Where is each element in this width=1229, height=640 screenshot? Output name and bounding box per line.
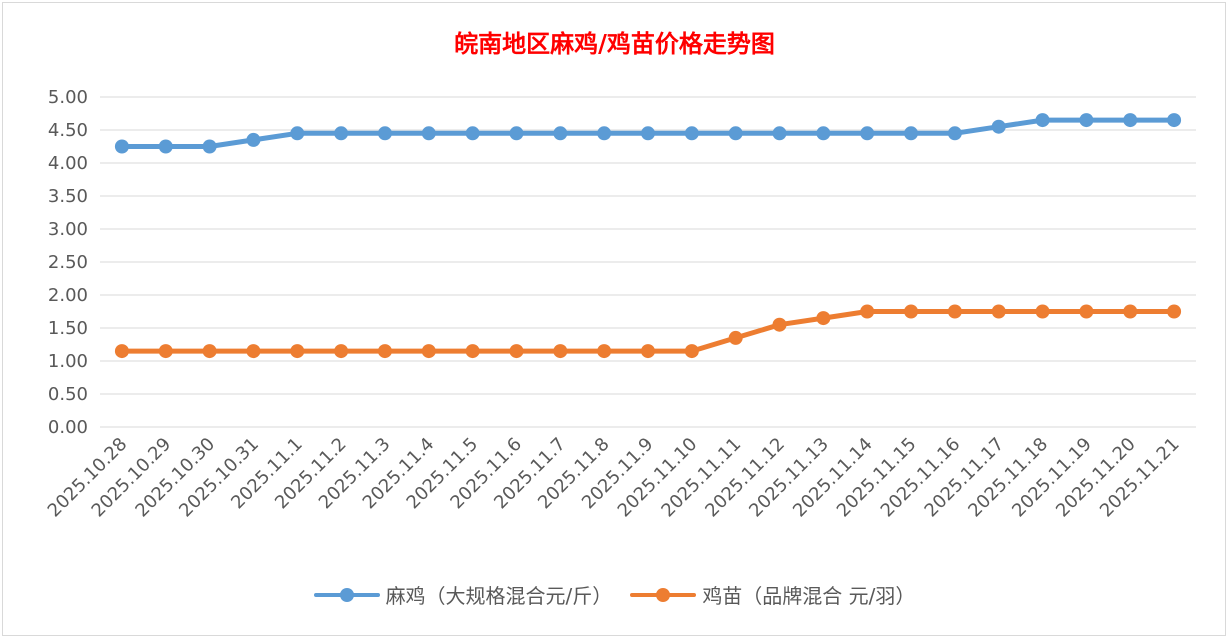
chart-title: 皖南地区麻鸡/鸡苗价格走势图 <box>454 29 775 58</box>
y-tick-label: 0.50 <box>48 384 88 405</box>
data-point-1 <box>991 304 1006 319</box>
y-tick-label: 3.50 <box>48 186 88 207</box>
legend-swatch-chick <box>630 585 697 605</box>
data-point-0 <box>421 126 436 141</box>
data-point-1 <box>772 317 787 332</box>
data-point-0 <box>202 139 217 154</box>
legend-label-chick: 鸡苗（品牌混合 元/羽） <box>702 584 916 608</box>
data-point-1 <box>1079 304 1094 319</box>
data-point-1 <box>1035 304 1050 319</box>
data-point-1 <box>1167 304 1182 319</box>
plot-area <box>114 113 1182 359</box>
data-point-0 <box>1079 113 1094 128</box>
data-point-1 <box>947 304 962 319</box>
data-point-0 <box>553 126 568 141</box>
data-point-0 <box>1035 113 1050 128</box>
y-tick-label: 1.00 <box>48 351 88 372</box>
data-point-0 <box>860 126 875 141</box>
data-point-1 <box>114 344 129 359</box>
data-point-0 <box>334 126 349 141</box>
data-point-0 <box>246 132 261 147</box>
data-point-0 <box>904 126 919 141</box>
data-point-0 <box>465 126 480 141</box>
data-point-1 <box>860 304 875 319</box>
y-tick-label: 2.00 <box>48 285 88 306</box>
legend-item-machicken: 麻鸡（大规格混合元/斤） <box>313 580 613 609</box>
legend-label-machicken: 麻鸡（大规格混合元/斤） <box>385 584 613 608</box>
data-point-0 <box>290 126 305 141</box>
data-point-1 <box>158 344 173 359</box>
data-point-1 <box>553 344 568 359</box>
legend-item-chick: 鸡苗（品牌混合 元/羽） <box>630 580 915 609</box>
data-point-0 <box>1123 113 1138 128</box>
data-point-0 <box>947 126 962 141</box>
data-point-1 <box>597 344 612 359</box>
gridlines <box>100 96 1196 428</box>
data-point-0 <box>641 126 655 141</box>
y-tick-label: 5.00 <box>48 87 88 108</box>
y-tick-label: 0.00 <box>48 417 88 438</box>
y-tick-label: 1.50 <box>48 318 88 339</box>
data-point-1 <box>1123 304 1138 319</box>
data-point-1 <box>334 344 349 359</box>
data-point-1 <box>728 330 743 345</box>
y-axis-ticks: 0.00 0.50 1.00 1.50 2.00 2.50 3.00 3.50 4.00 4.50… <box>48 87 88 438</box>
y-tick-label: 4.50 <box>48 120 88 141</box>
data-point-0 <box>816 126 831 141</box>
data-point-1 <box>421 344 436 359</box>
data-point-1 <box>377 344 392 359</box>
data-point-0 <box>1167 113 1182 128</box>
data-point-0 <box>509 126 524 141</box>
data-point-1 <box>202 344 217 359</box>
data-point-0 <box>114 139 129 154</box>
data-point-0 <box>772 126 787 141</box>
data-point-0 <box>158 139 173 154</box>
y-tick-label: 2.50 <box>48 252 88 273</box>
data-point-1 <box>684 344 699 359</box>
data-point-1 <box>816 311 831 326</box>
data-point-1 <box>246 344 261 359</box>
y-tick-label: 4.00 <box>48 153 88 174</box>
data-point-1 <box>641 344 655 359</box>
data-point-1 <box>904 304 919 319</box>
data-point-0 <box>991 119 1006 134</box>
legend: 麻鸡（大规格混合元/斤） 鸡苗（品牌混合 元/羽） <box>0 580 1229 609</box>
data-point-1 <box>509 344 524 359</box>
legend-swatch-machicken <box>313 585 380 605</box>
x-axis-ticks: 2025.10.282025.10.292025.10.302025.10.31… <box>44 434 1184 522</box>
data-point-0 <box>377 126 392 141</box>
data-point-0 <box>597 126 612 141</box>
y-tick-label: 3.00 <box>48 219 88 240</box>
data-point-0 <box>728 126 743 141</box>
data-point-0 <box>684 126 699 141</box>
data-point-1 <box>465 344 480 359</box>
data-point-1 <box>290 344 305 359</box>
